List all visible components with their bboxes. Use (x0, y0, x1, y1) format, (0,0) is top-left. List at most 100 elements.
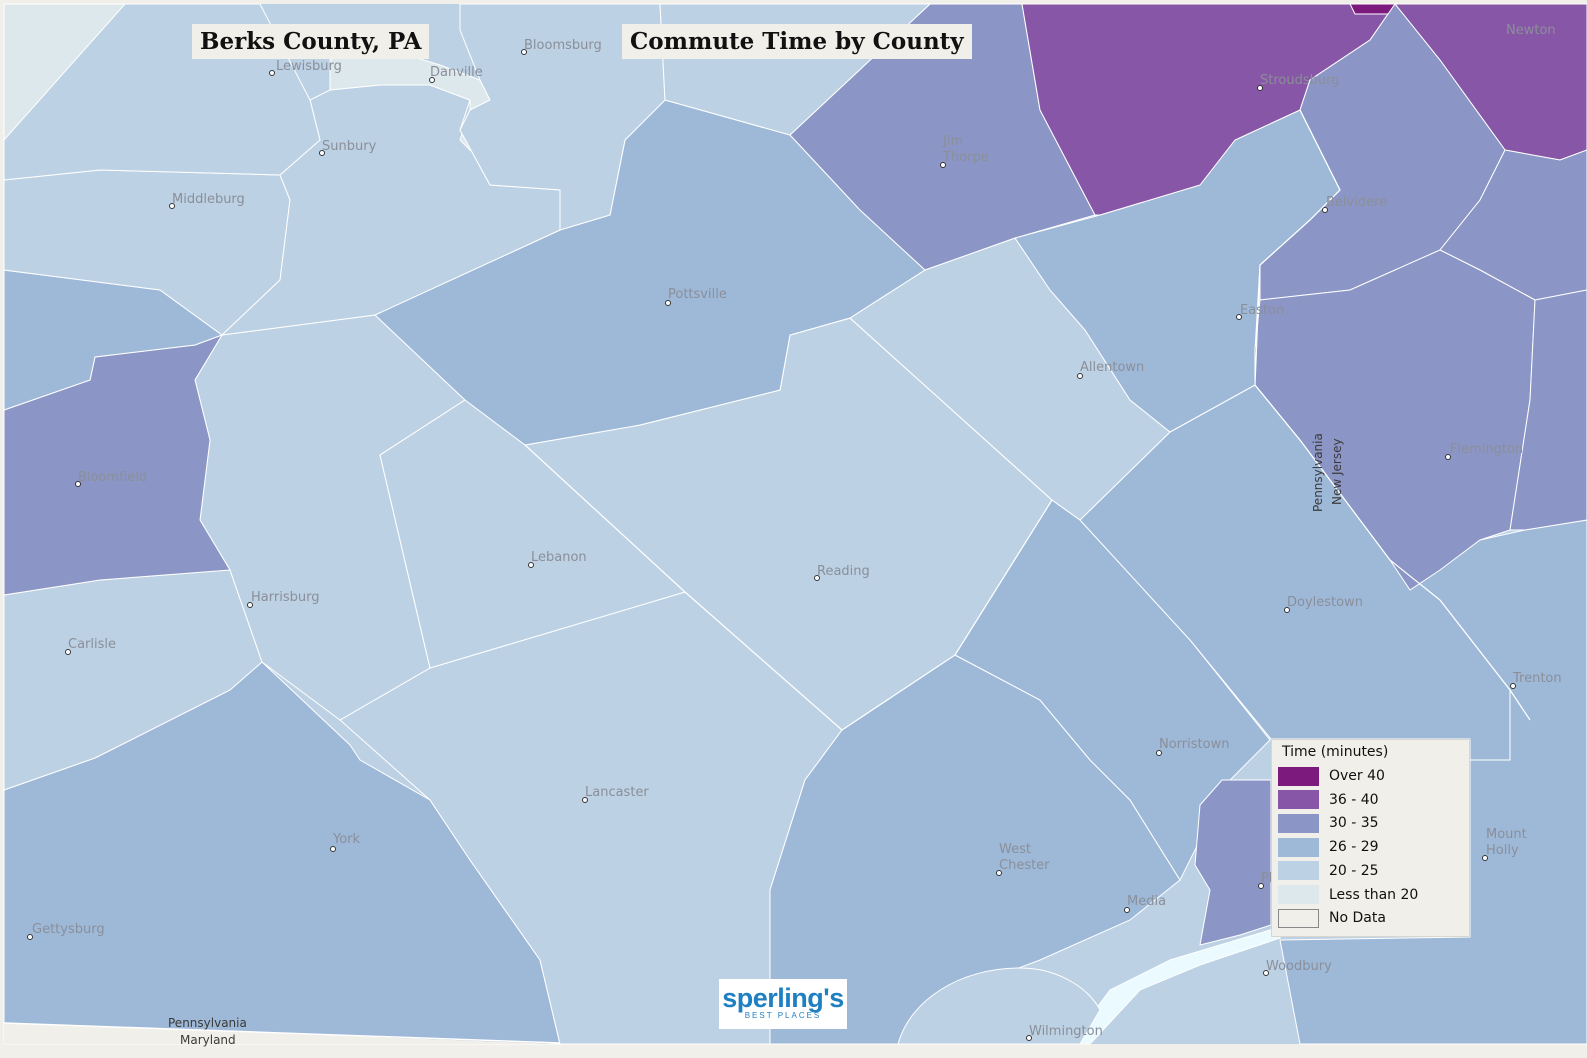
city-dot-trenton (1510, 683, 1516, 689)
city-dot-lancaster (582, 797, 588, 803)
legend-label: No Data (1329, 910, 1386, 927)
legend-title: Time (minutes) (1282, 744, 1389, 760)
city-label-trenton: Trenton (1512, 671, 1562, 686)
location-title: Berks County, PA (192, 24, 430, 59)
city-label-west-chester-2: Chester (999, 858, 1050, 873)
city-markers (27, 49, 1516, 1041)
legend-swatch (1278, 790, 1319, 810)
city-dot-media (1124, 907, 1130, 913)
city-dot-wilmington (1026, 1035, 1032, 1041)
city-label-doylestown: Doylestown (1287, 595, 1363, 610)
city-label-lewisburg: Lewisburg (276, 59, 342, 74)
legend-swatch (1278, 813, 1319, 833)
city-label-flemington: Flemington (1450, 442, 1523, 457)
city-label-belvidere: Belvidere (1326, 195, 1387, 210)
pa-nj-border (1254, 109, 1531, 721)
city-dot-norristown (1156, 750, 1162, 756)
county-philadelphia (1194, 779, 1272, 946)
legend-item: No Data (1278, 908, 1386, 928)
city-label-danville: Danville (430, 65, 483, 80)
city-dot-allentown (1077, 373, 1083, 379)
city-label-easton: Easton (1240, 303, 1284, 318)
city-dot-easton (1236, 314, 1242, 320)
county-somerset (1509, 289, 1587, 531)
county-lycoming (3, 3, 127, 142)
city-dot-york (330, 846, 336, 852)
city-dot-lewisburg (269, 70, 275, 76)
city-label-pottsville: Pottsville (668, 287, 727, 302)
city-label-sunbury: Sunbury (322, 139, 377, 154)
city-label-mount-holly-1: Mount (1486, 827, 1527, 842)
city-dot-philadelphia (1258, 883, 1264, 889)
city-dot-middleburg (169, 203, 175, 209)
city-dot-gettysburg (27, 934, 33, 940)
city-label-harrisburg: Harrisburg (251, 590, 319, 605)
city-label-jim-thorpe-2: Thorpe (942, 150, 989, 165)
legend-item: 26 - 29 (1278, 837, 1379, 857)
city-dot-belvidere (1322, 207, 1328, 213)
city-dot-sunbury (319, 150, 325, 156)
city-label-media: Media (1127, 894, 1166, 909)
city-label-woodbury: Woodbury (1266, 959, 1332, 974)
city-label-bloomsburg: Bloomsburg (524, 38, 602, 53)
legend-label: 26 - 29 (1329, 839, 1379, 856)
city-label-norristown: Norristown (1159, 737, 1229, 752)
city-dot-bloomsburg (521, 49, 527, 55)
city-dot-pottsville (665, 300, 671, 306)
legend-label: 20 - 25 (1329, 862, 1379, 879)
county-pike (1349, 3, 1396, 15)
county-new-castle (897, 967, 1101, 1045)
legend-item: 30 - 35 (1278, 813, 1379, 833)
legend: Time (minutes) Over 40 36 - 40 30 - 35 26 -… (1271, 739, 1470, 937)
city-label-allentown: Allentown (1080, 360, 1144, 375)
city-label-carlisle: Carlisle (68, 637, 116, 652)
state-label-maryland: Maryland (180, 1033, 236, 1047)
legend-swatch (1278, 837, 1319, 857)
state-label-new-jersey: New Jersey (1330, 438, 1344, 505)
city-label-lebanon: Lebanon (531, 550, 587, 565)
legend-item: Less than 20 (1278, 885, 1418, 905)
city-dot-west-chester (996, 870, 1002, 876)
city-label-mount-holly-2: Holly (1486, 843, 1519, 858)
county-columbia (459, 3, 666, 231)
city-dot-stroudsburg (1257, 85, 1263, 91)
city-label-stroudsburg: Stroudsburg (1260, 73, 1340, 88)
legend-swatch (1278, 766, 1319, 786)
legend-swatch (1278, 861, 1319, 881)
city-label-middleburg: Middleburg (172, 192, 245, 207)
city-label-bloomfield: Bloomfield (78, 470, 147, 485)
city-dot-mount-holly (1482, 855, 1488, 861)
city-label-lancaster: Lancaster (585, 785, 649, 800)
sperlings-logo: sperling's BEST PLACES (719, 979, 847, 1029)
city-dot-lebanon (528, 562, 534, 568)
legend-swatch (1278, 908, 1319, 928)
legend-swatch (1278, 885, 1319, 904)
city-dot-carlisle (65, 649, 71, 655)
state-label-pennsylvania-east: Pennsylvania (1311, 433, 1325, 512)
city-dot-woodbury (1263, 970, 1269, 976)
legend-item: 20 - 25 (1278, 861, 1379, 881)
city-dot-harrisburg (247, 602, 253, 608)
logo-brand: sperling's (722, 983, 844, 1013)
city-dot-doylestown (1284, 607, 1290, 613)
city-label-wilmington: Wilmington (1029, 1024, 1103, 1039)
city-dot-reading (814, 575, 820, 581)
city-dot-bloomfield (75, 481, 81, 487)
city-label-gettysburg: Gettysburg (32, 922, 105, 937)
legend-label: 36 - 40 (1329, 791, 1379, 808)
legend-label: Over 40 (1329, 768, 1385, 784)
logo-tagline: BEST PLACES (744, 1011, 822, 1020)
city-labels: Lewisburg Danville Bloomsburg Sunbury Mi… (32, 23, 1562, 1039)
city-label-jim-thorpe-1: Jim (942, 134, 963, 149)
city-label-newton: Newton (1506, 23, 1556, 38)
legend-label: 30 - 35 (1329, 815, 1379, 832)
legend-item: 36 - 40 (1278, 790, 1379, 810)
legend-item: Over 40 (1278, 766, 1385, 786)
city-dot-jim-thorpe (940, 162, 946, 168)
city-label-west-chester-1: West (999, 842, 1031, 857)
city-dot-flemington (1445, 454, 1451, 460)
map-title: Commute Time by County (622, 24, 972, 59)
legend-label: Less than 20 (1329, 886, 1419, 903)
pa-md-border (3, 1022, 561, 1044)
